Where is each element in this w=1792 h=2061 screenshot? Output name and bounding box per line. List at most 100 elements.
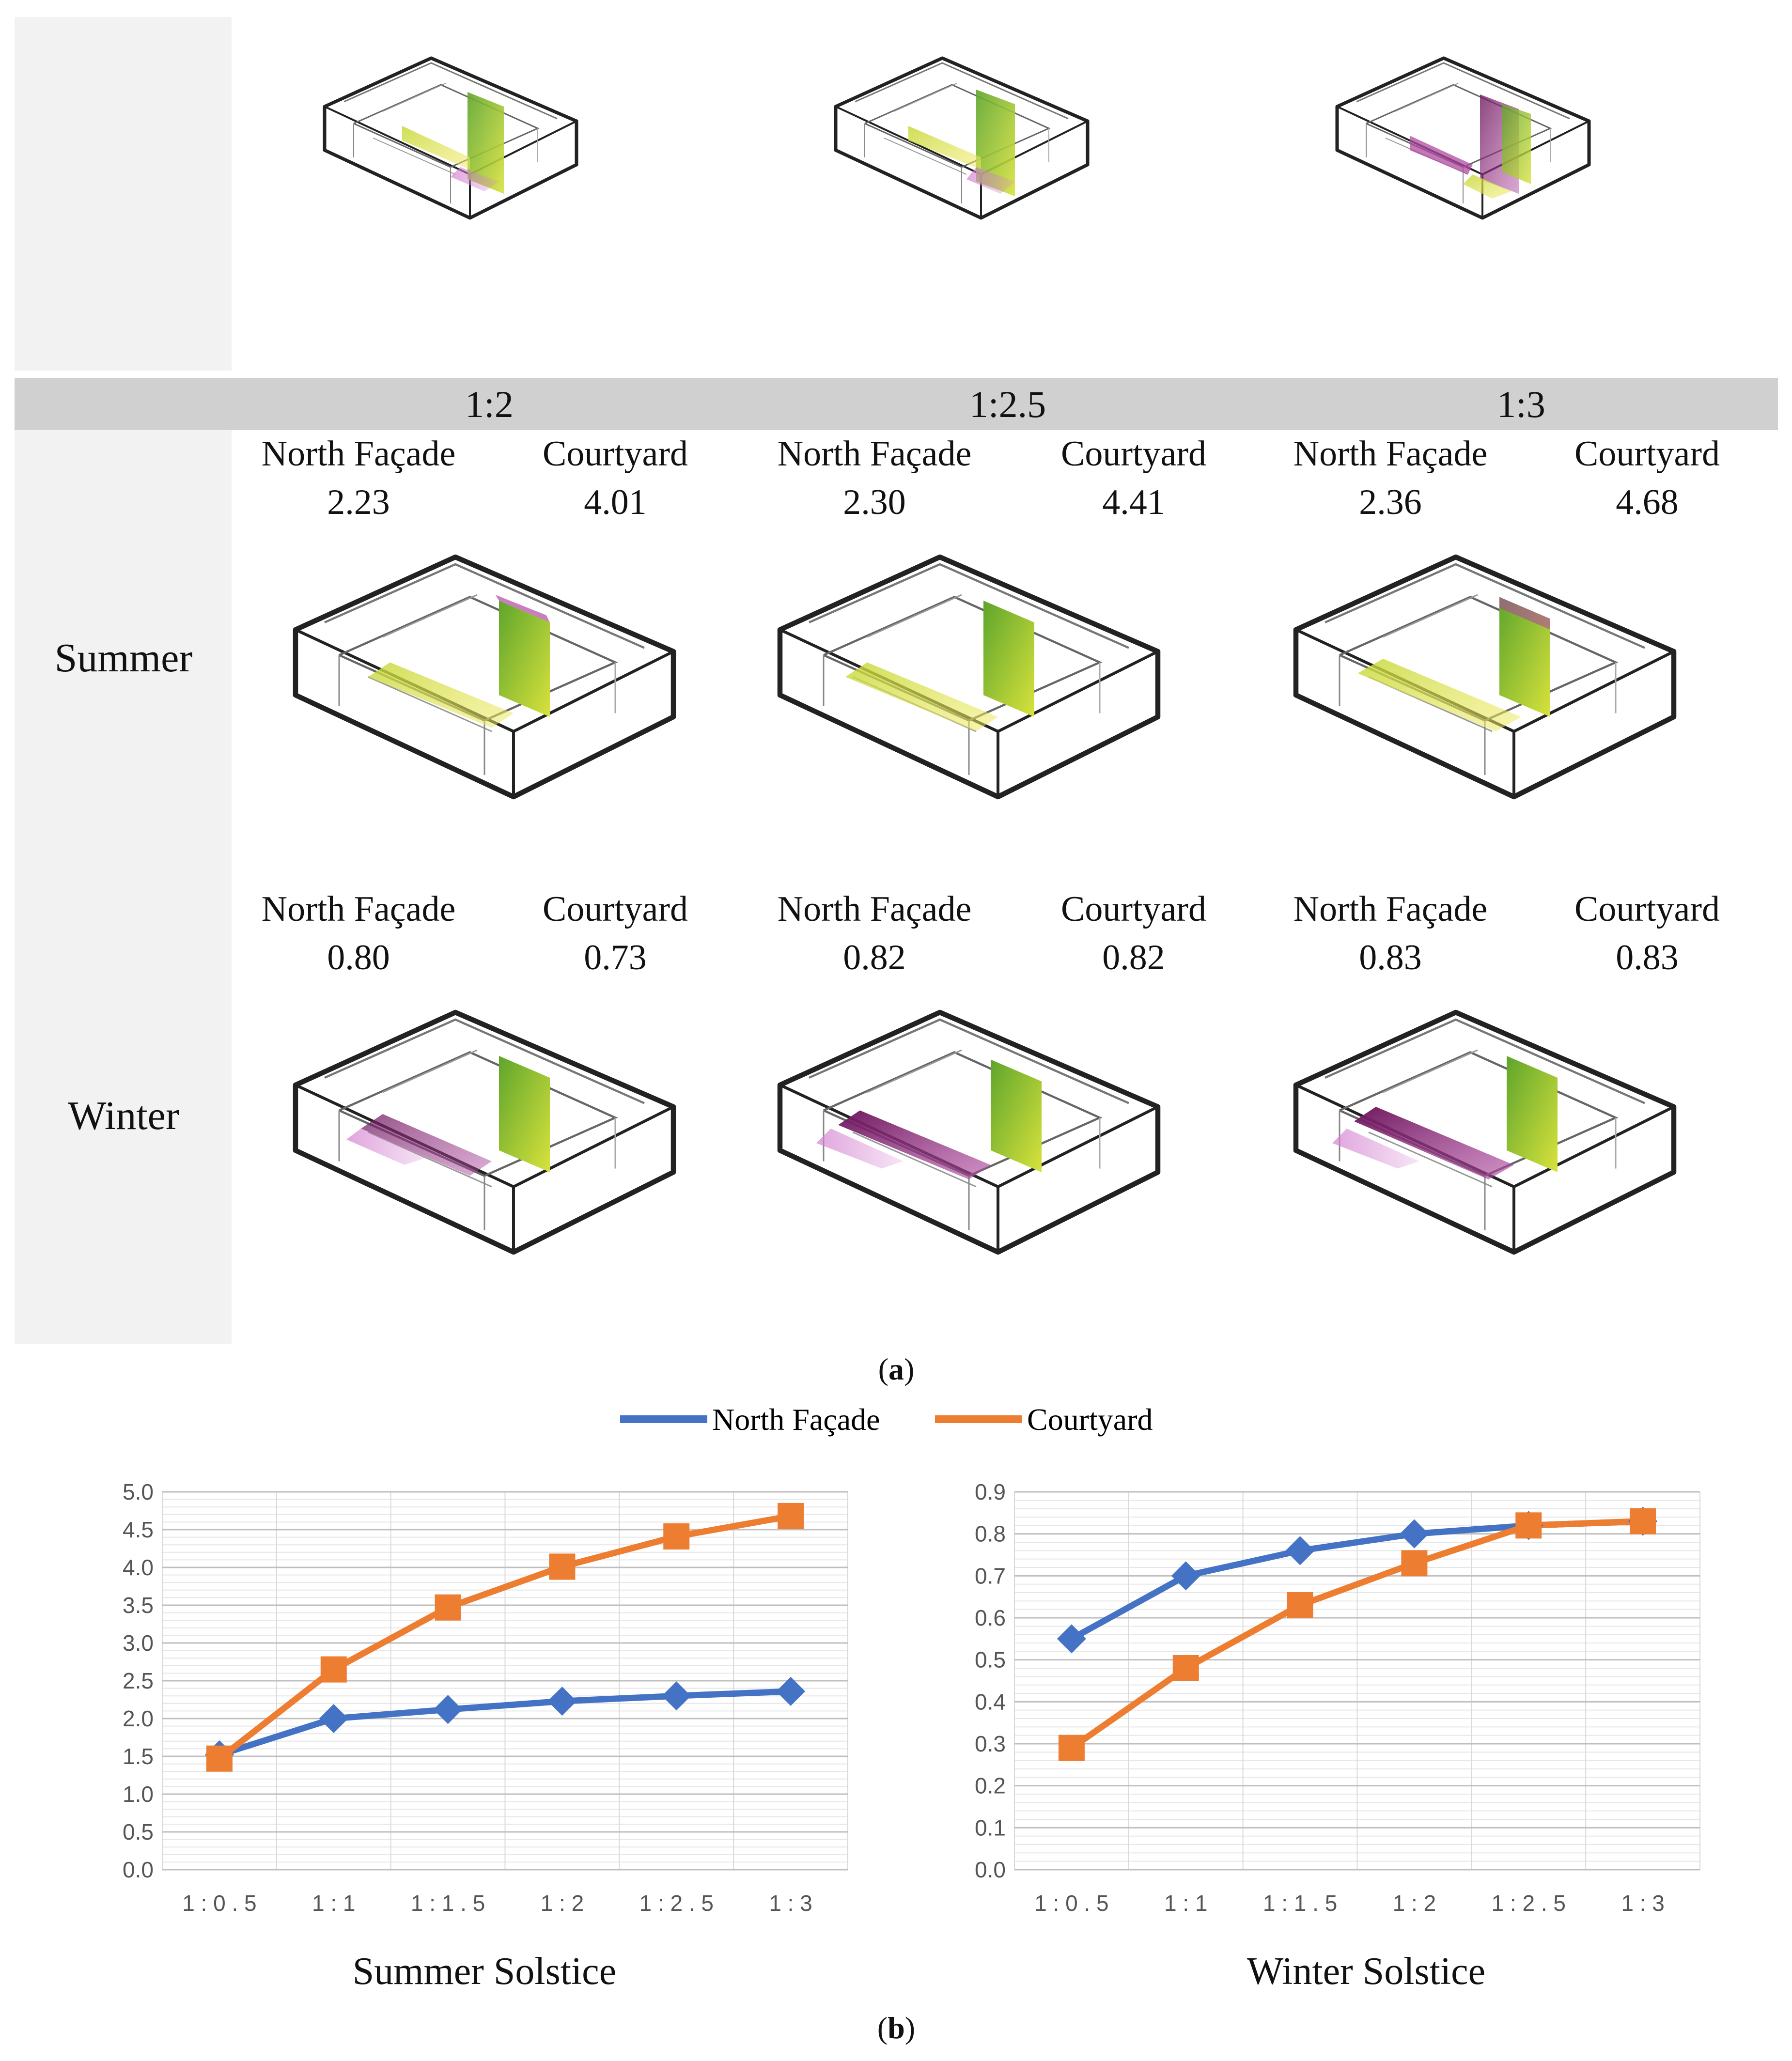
courtyard-point: [206, 1745, 233, 1772]
courtyard-point: [320, 1656, 347, 1683]
north-facade-point: [433, 1695, 463, 1724]
north-facade-point: [662, 1681, 691, 1711]
courtyard-point: [435, 1594, 461, 1621]
x-tick-label: 1 : 1 . 5: [1263, 1891, 1337, 1916]
series-line-north-facade: [218, 1688, 791, 1758]
summer-courtyard-label-2: Courtyard: [1060, 434, 1207, 474]
courtyard-point: [1172, 1655, 1199, 1681]
summer-north-value-3: 2.36: [1359, 482, 1422, 522]
courtyard-point: [1401, 1550, 1428, 1577]
season-label-winter: Winter: [68, 1093, 179, 1138]
winter-courtyard-value-2: 0.82: [1102, 938, 1165, 977]
courtyard-point: [778, 1503, 804, 1529]
winter-courtyard-value-1: 0.73: [584, 938, 647, 977]
left-gray-panel: [15, 429, 232, 1344]
y-tick-label: 0.4: [975, 1689, 1006, 1714]
legend-courtyard-label: Courtyard: [1027, 1402, 1153, 1437]
ratio-header-band: [15, 378, 1778, 430]
winter-solstice-chart: 0.0 0.1 0.2 0.3 0.4 0.5 0.6 0.7 0.8 0.9 1 : 0 . 5 1…: [975, 1479, 1700, 1916]
y-tick-label: 0.3: [975, 1731, 1006, 1756]
model-top-3: [1337, 58, 1589, 218]
x-tick-label: 1 : 1 . 5: [411, 1891, 485, 1916]
courtyard-point: [1515, 1512, 1542, 1539]
x-tick-label: 1 : 3: [1621, 1891, 1665, 1916]
x-tick-label: 1 : 1: [312, 1891, 356, 1916]
winter-courtyard-label-1: Courtyard: [542, 889, 688, 929]
summer-solstice-chart: 0.0 0.5 1.0 1.5 2.0 2.5 3.0 3.5 4.0 4.5 5.0 1 : 0 .…: [123, 1479, 848, 1916]
winter-courtyard-label-3: Courtyard: [1574, 889, 1720, 929]
courtyard-point: [663, 1523, 690, 1550]
north-facade-point: [776, 1676, 806, 1706]
model-summer-3: [1296, 557, 1674, 797]
y-tick-label: 0.0: [123, 1857, 154, 1882]
summer-courtyard-value-1: 4.01: [584, 482, 647, 522]
courtyard-point: [1058, 1735, 1085, 1761]
x-tick-label: 1 : 0 . 5: [1034, 1891, 1108, 1916]
model-renders: [0, 0, 1792, 1356]
model-winter-3: [1296, 1012, 1674, 1252]
y-tick-label: 0.7: [975, 1563, 1006, 1588]
summer-north-label-1: North Façade: [261, 434, 456, 474]
season-label-summer: Summer: [54, 635, 193, 681]
winter-courtyard-value-3: 0.83: [1616, 938, 1679, 977]
model-winter-1: [296, 1012, 673, 1252]
model-top-1: [325, 58, 577, 218]
x-tick-label: 1 : 1: [1164, 1891, 1208, 1916]
y-tick-label: 0.5: [123, 1819, 154, 1844]
winter-north-value-3: 0.83: [1359, 938, 1422, 977]
winter-north-value-2: 0.82: [843, 938, 906, 977]
x-tick-label: 1 : 2 . 5: [639, 1891, 714, 1916]
courtyard-point: [1287, 1592, 1313, 1618]
y-tick-label: 3.0: [123, 1630, 154, 1656]
caption-a: (a): [878, 1352, 915, 1386]
x-tick-label: 1 : 2: [541, 1891, 584, 1916]
x-tick-label: 1 : 2 . 5: [1492, 1891, 1566, 1916]
summer-north-label-2: North Façade: [777, 434, 972, 474]
top-left-gray-panel: [15, 17, 232, 371]
north-facade-point: [1400, 1519, 1429, 1549]
y-tick-label: 4.5: [123, 1517, 154, 1542]
summer-courtyard-value-2: 4.41: [1102, 482, 1165, 522]
model-top-2: [836, 58, 1088, 218]
summer-courtyard-value-3: 4.68: [1616, 482, 1679, 522]
y-tick-label: 4.0: [123, 1555, 154, 1580]
ratio-header-1: 1:2: [465, 383, 514, 425]
y-tick-label: 2.0: [123, 1706, 154, 1731]
y-tick-label: 1.5: [123, 1744, 154, 1769]
legend-north-label: North Façade: [712, 1402, 880, 1437]
x-tick-label: 1 : 3: [769, 1891, 812, 1916]
series-line-courtyard: [1070, 1518, 1643, 1751]
series-line-courtyard: [217, 1513, 792, 1761]
caption-b: (b): [877, 2011, 916, 2045]
chart-legend: North Façade Courtyard: [620, 1402, 1153, 1437]
winter-courtyard-label-2: Courtyard: [1060, 889, 1207, 929]
courtyard-point: [549, 1553, 576, 1580]
y-tick-label: 5.0: [123, 1479, 154, 1504]
north-facade-point: [1171, 1561, 1200, 1591]
summer-courtyard-label-3: Courtyard: [1574, 434, 1720, 474]
y-tick-label: 0.9: [975, 1479, 1006, 1504]
winter-north-label-1: North Façade: [261, 889, 456, 929]
winter-north-label-3: North Façade: [1293, 889, 1488, 929]
north-facade-point: [547, 1687, 577, 1716]
y-tick-label: 0.1: [975, 1815, 1006, 1840]
winter-north-label-2: North Façade: [777, 889, 972, 929]
y-tick-label: 0.2: [975, 1773, 1006, 1798]
y-tick-label: 2.5: [123, 1668, 154, 1693]
summer-north-value-2: 2.30: [843, 482, 906, 522]
winter-north-value-1: 0.80: [327, 938, 390, 977]
north-facade-point: [319, 1704, 348, 1733]
summer-courtyard-label-1: Courtyard: [542, 434, 688, 474]
model-summer-1: [296, 557, 673, 797]
summer-chart-title: Summer Solstice: [352, 1950, 617, 1993]
x-tick-label: 1 : 2: [1393, 1891, 1436, 1916]
north-facade-point: [1285, 1536, 1315, 1565]
model-winter-2: [780, 1012, 1158, 1252]
ratio-header-2: 1:2.5: [969, 383, 1046, 425]
y-tick-label: 3.5: [123, 1593, 154, 1618]
y-tick-label: 0.5: [975, 1647, 1006, 1673]
model-summer-2: [780, 557, 1158, 797]
y-tick-label: 0.0: [975, 1857, 1006, 1882]
y-tick-label: 0.6: [975, 1605, 1006, 1630]
courtyard-point: [1630, 1508, 1656, 1534]
